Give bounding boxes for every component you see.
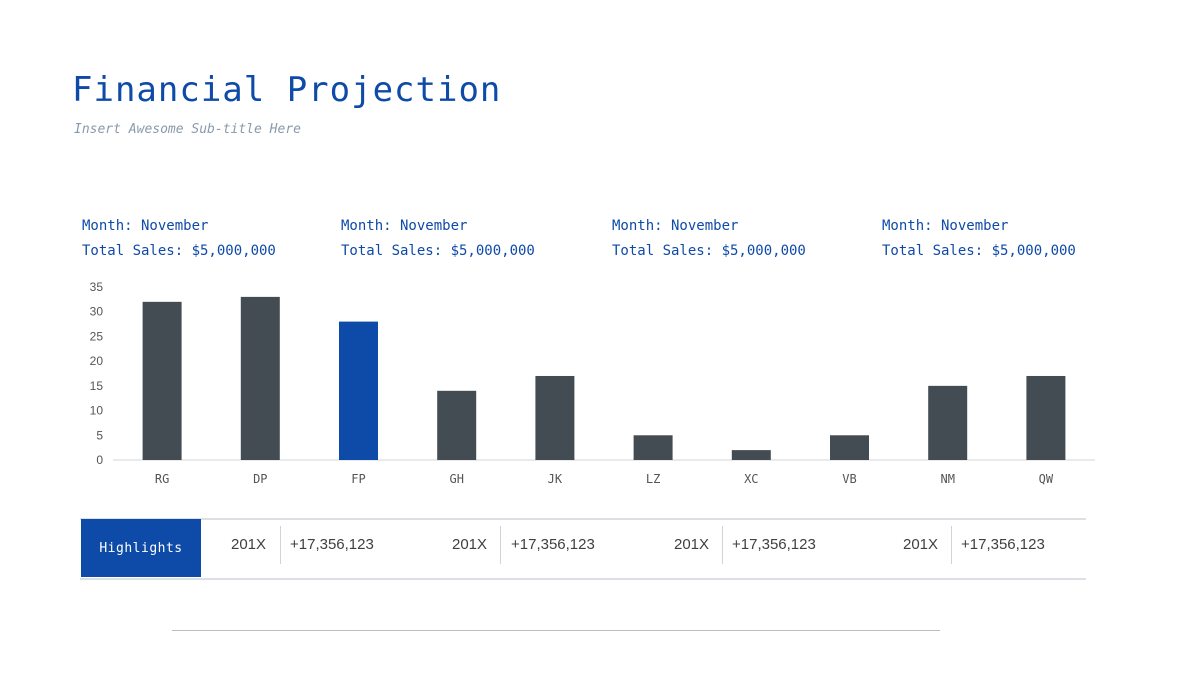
- stat-month: Month: November: [82, 218, 209, 234]
- highlight-divider: [280, 526, 281, 564]
- page-title: Financial Projection: [72, 70, 502, 110]
- bar-xc: [731, 450, 771, 460]
- highlight-value: +17,356,123: [511, 536, 595, 553]
- bar-gh: [437, 390, 477, 460]
- y-tick-label: 5: [96, 428, 103, 442]
- stat-total-sales: Total Sales: $5,000,000: [341, 243, 535, 259]
- stat-total-sales: Total Sales: $5,000,000: [82, 243, 276, 259]
- stat-month: Month: November: [341, 218, 468, 234]
- x-tick-label: DP: [253, 472, 267, 486]
- x-tick-label: JK: [548, 472, 563, 486]
- stat-month: Month: November: [882, 218, 1009, 234]
- highlight-value: +17,356,123: [961, 536, 1045, 553]
- bar-lz: [633, 435, 673, 460]
- highlight-value: +17,356,123: [290, 536, 374, 553]
- bar-jk: [535, 375, 575, 460]
- stat-block-1: Month: November Total Sales: $5,000,000: [82, 214, 276, 264]
- stat-block-2: Month: November Total Sales: $5,000,000: [341, 214, 535, 264]
- bar-vb: [830, 435, 869, 460]
- bar-dp: [240, 296, 280, 460]
- highlight-divider: [951, 526, 952, 564]
- stat-block-4: Month: November Total Sales: $5,000,000: [882, 214, 1076, 264]
- y-tick-label: 15: [90, 379, 104, 393]
- x-tick-label: GH: [449, 472, 463, 486]
- stat-total-sales: Total Sales: $5,000,000: [882, 243, 1076, 259]
- footer-divider: [172, 630, 940, 631]
- stat-month: Month: November: [612, 218, 739, 234]
- highlight-value: +17,356,123: [732, 536, 816, 553]
- x-tick-label: QW: [1039, 472, 1054, 486]
- highlight-year: 201X: [452, 536, 488, 553]
- y-tick-label: 20: [90, 354, 104, 368]
- highlight-year: 201X: [903, 536, 939, 553]
- bar-rg: [142, 301, 182, 460]
- y-tick-label: 10: [90, 404, 104, 418]
- y-tick-label: 30: [90, 305, 104, 319]
- x-tick-label: RG: [155, 472, 169, 486]
- page-subtitle: Insert Awesome Sub-title Here: [74, 122, 301, 137]
- bar-nm: [928, 385, 968, 460]
- bar-fp: [339, 321, 378, 460]
- x-tick-label: LZ: [646, 472, 660, 486]
- highlights-bar: [80, 518, 1086, 580]
- highlight-divider: [500, 526, 501, 564]
- x-tick-label: XC: [744, 472, 758, 486]
- x-tick-label: VB: [842, 472, 856, 486]
- stat-total-sales: Total Sales: $5,000,000: [612, 243, 806, 259]
- stat-block-3: Month: November Total Sales: $5,000,000: [612, 214, 806, 264]
- bar-qw: [1026, 375, 1066, 460]
- x-tick-label: FP: [351, 472, 365, 486]
- y-tick-label: 35: [90, 280, 104, 294]
- highlight-year: 201X: [674, 536, 710, 553]
- highlight-divider: [722, 526, 723, 564]
- x-tick-label: NM: [940, 472, 954, 486]
- y-tick-label: 25: [90, 329, 104, 343]
- y-tick-label: 0: [96, 453, 103, 467]
- highlights-label: Highlights: [81, 519, 201, 577]
- highlight-year: 201X: [231, 536, 267, 553]
